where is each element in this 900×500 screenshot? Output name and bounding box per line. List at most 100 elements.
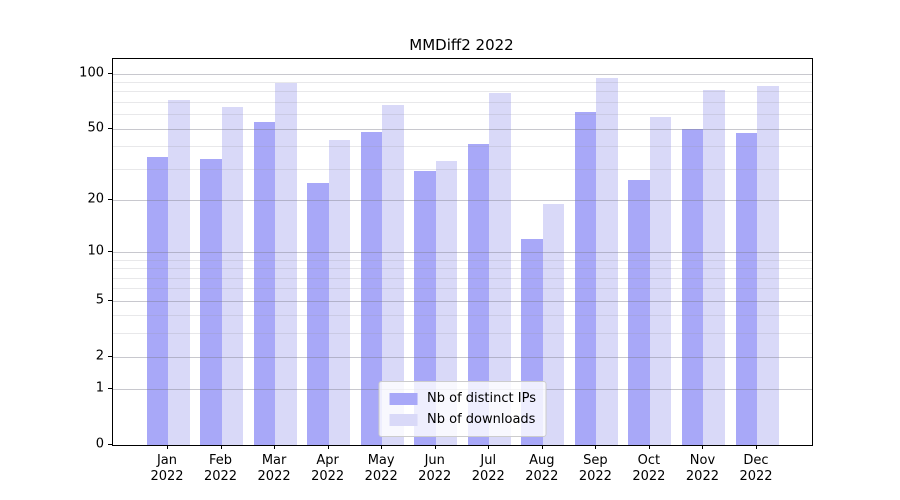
bar-distinct-ips-jan	[146, 156, 168, 445]
x-tick-year: 2022	[739, 469, 773, 484]
chart-title: MMDiff2 2022	[409, 36, 514, 54]
bar-distinct-ips-apr	[307, 182, 329, 445]
x-tick-year: 2022	[203, 469, 238, 484]
minor-gridline	[113, 91, 812, 93]
y-tick-label: 5	[95, 292, 104, 308]
x-tick-mark	[595, 445, 597, 449]
legend: Nb of distinct IPs Nb of downloads	[378, 381, 547, 437]
x-tick-year: 2022	[685, 469, 719, 484]
x-tick-mark	[648, 445, 650, 449]
minor-gridline	[113, 288, 812, 290]
x-tick-mark	[702, 445, 704, 449]
bar-downloads-nov	[703, 90, 725, 445]
bar-downloads-dec	[757, 85, 779, 445]
y-tick-mark	[108, 388, 112, 390]
major-gridline	[113, 300, 812, 302]
x-tick-year: 2022	[364, 469, 398, 484]
major-gridline	[113, 199, 812, 201]
bar-distinct-ips-sep	[574, 111, 597, 445]
plot-area: Nb of distinct IPs Nb of downloads	[112, 58, 813, 446]
y-tick-mark	[108, 127, 112, 129]
minor-gridline	[113, 146, 812, 148]
bar-downloads-jul	[489, 93, 511, 445]
minor-gridline	[113, 101, 812, 103]
x-tick-mark	[327, 445, 329, 449]
x-tick-year: 2022	[471, 469, 505, 484]
x-tick-label-sep: Sep 2022	[578, 453, 612, 484]
y-tick-label: 100	[79, 65, 104, 81]
bar-downloads-jun	[435, 161, 458, 445]
bar-downloads-sep	[596, 78, 618, 445]
bar-distinct-ips-nov	[681, 128, 704, 445]
bar-distinct-ips-jul	[467, 144, 490, 445]
x-tick-label-nov: Nov 2022	[685, 453, 719, 484]
y-tick-mark	[108, 355, 112, 357]
minor-gridline	[113, 315, 812, 317]
bar-downloads-mar	[275, 82, 297, 445]
x-tick-label-may: May 2022	[364, 453, 398, 484]
minor-gridline	[113, 333, 812, 335]
y-tick-label: 0	[95, 436, 104, 452]
major-gridline	[113, 356, 812, 358]
x-tick-mark	[488, 445, 490, 449]
x-tick-year: 2022	[418, 469, 452, 484]
y-tick-mark	[108, 251, 112, 252]
x-tick-label-apr: Apr 2022	[311, 453, 345, 484]
bar-distinct-ips-dec	[735, 133, 757, 445]
x-tick-year: 2022	[257, 469, 291, 484]
major-gridline	[113, 73, 812, 75]
x-tick-label-mar: Mar 2022	[257, 453, 291, 484]
x-tick-mark	[220, 445, 222, 449]
x-tick-mark	[274, 445, 276, 449]
y-tick-label: 1	[95, 380, 104, 396]
x-tick-label-jan: Jan 2022	[150, 453, 184, 484]
y-tick-mark	[108, 72, 112, 74]
minor-gridline	[113, 81, 812, 83]
y-tick-label: 10	[87, 243, 104, 259]
legend-label-distinct-ips: Nb of distinct IPs	[427, 391, 536, 406]
bar-distinct-ips-oct	[628, 179, 650, 445]
bar-distinct-ips-jun	[414, 171, 436, 445]
legend-item-distinct-ips: Nb of distinct IPs	[389, 388, 536, 409]
y-tick-mark	[108, 299, 112, 301]
bar-distinct-ips-mar	[253, 122, 276, 445]
major-gridline	[113, 128, 812, 130]
y-tick-mark	[108, 198, 112, 200]
y-tick-label: 50	[87, 120, 104, 136]
y-tick-label: 2	[95, 348, 104, 364]
x-tick-mark	[381, 445, 383, 449]
legend-label-downloads: Nb of downloads	[427, 412, 536, 427]
bar-downloads-aug	[542, 203, 565, 445]
minor-gridline	[113, 114, 812, 116]
bar-downloads-oct	[649, 116, 672, 445]
legend-swatch-distinct-ips	[389, 392, 418, 405]
minor-gridline	[113, 168, 812, 170]
x-tick-mark	[434, 445, 436, 449]
x-tick-mark	[167, 445, 168, 449]
minor-gridline	[113, 259, 812, 261]
legend-swatch-downloads	[389, 413, 418, 426]
x-tick-year: 2022	[311, 469, 345, 484]
x-tick-year: 2022	[632, 469, 666, 484]
bar-distinct-ips-feb	[200, 158, 222, 445]
x-tick-label-dec: Dec 2022	[739, 453, 773, 484]
x-tick-label-feb: Feb 2022	[203, 453, 238, 484]
x-tick-year: 2022	[150, 469, 184, 484]
x-tick-label-oct: Oct 2022	[632, 453, 666, 484]
bar-distinct-ips-may	[360, 131, 383, 445]
minor-gridline	[113, 268, 812, 270]
x-tick-label-jul: Jul 2022	[471, 453, 505, 484]
bar-downloads-jan	[168, 99, 190, 445]
x-tick-label-aug: Aug 2022	[525, 453, 559, 484]
legend-item-downloads: Nb of downloads	[389, 409, 536, 430]
x-tick-year: 2022	[525, 469, 559, 484]
bar-downloads-feb	[221, 106, 244, 445]
bar-downloads-apr	[328, 140, 351, 445]
x-tick-year: 2022	[578, 469, 612, 484]
x-tick-label-jun: Jun 2022	[418, 453, 452, 484]
minor-gridline	[113, 277, 812, 279]
bar-downloads-may	[382, 105, 404, 445]
x-tick-mark	[756, 445, 757, 449]
y-tick-label: 20	[87, 191, 104, 207]
